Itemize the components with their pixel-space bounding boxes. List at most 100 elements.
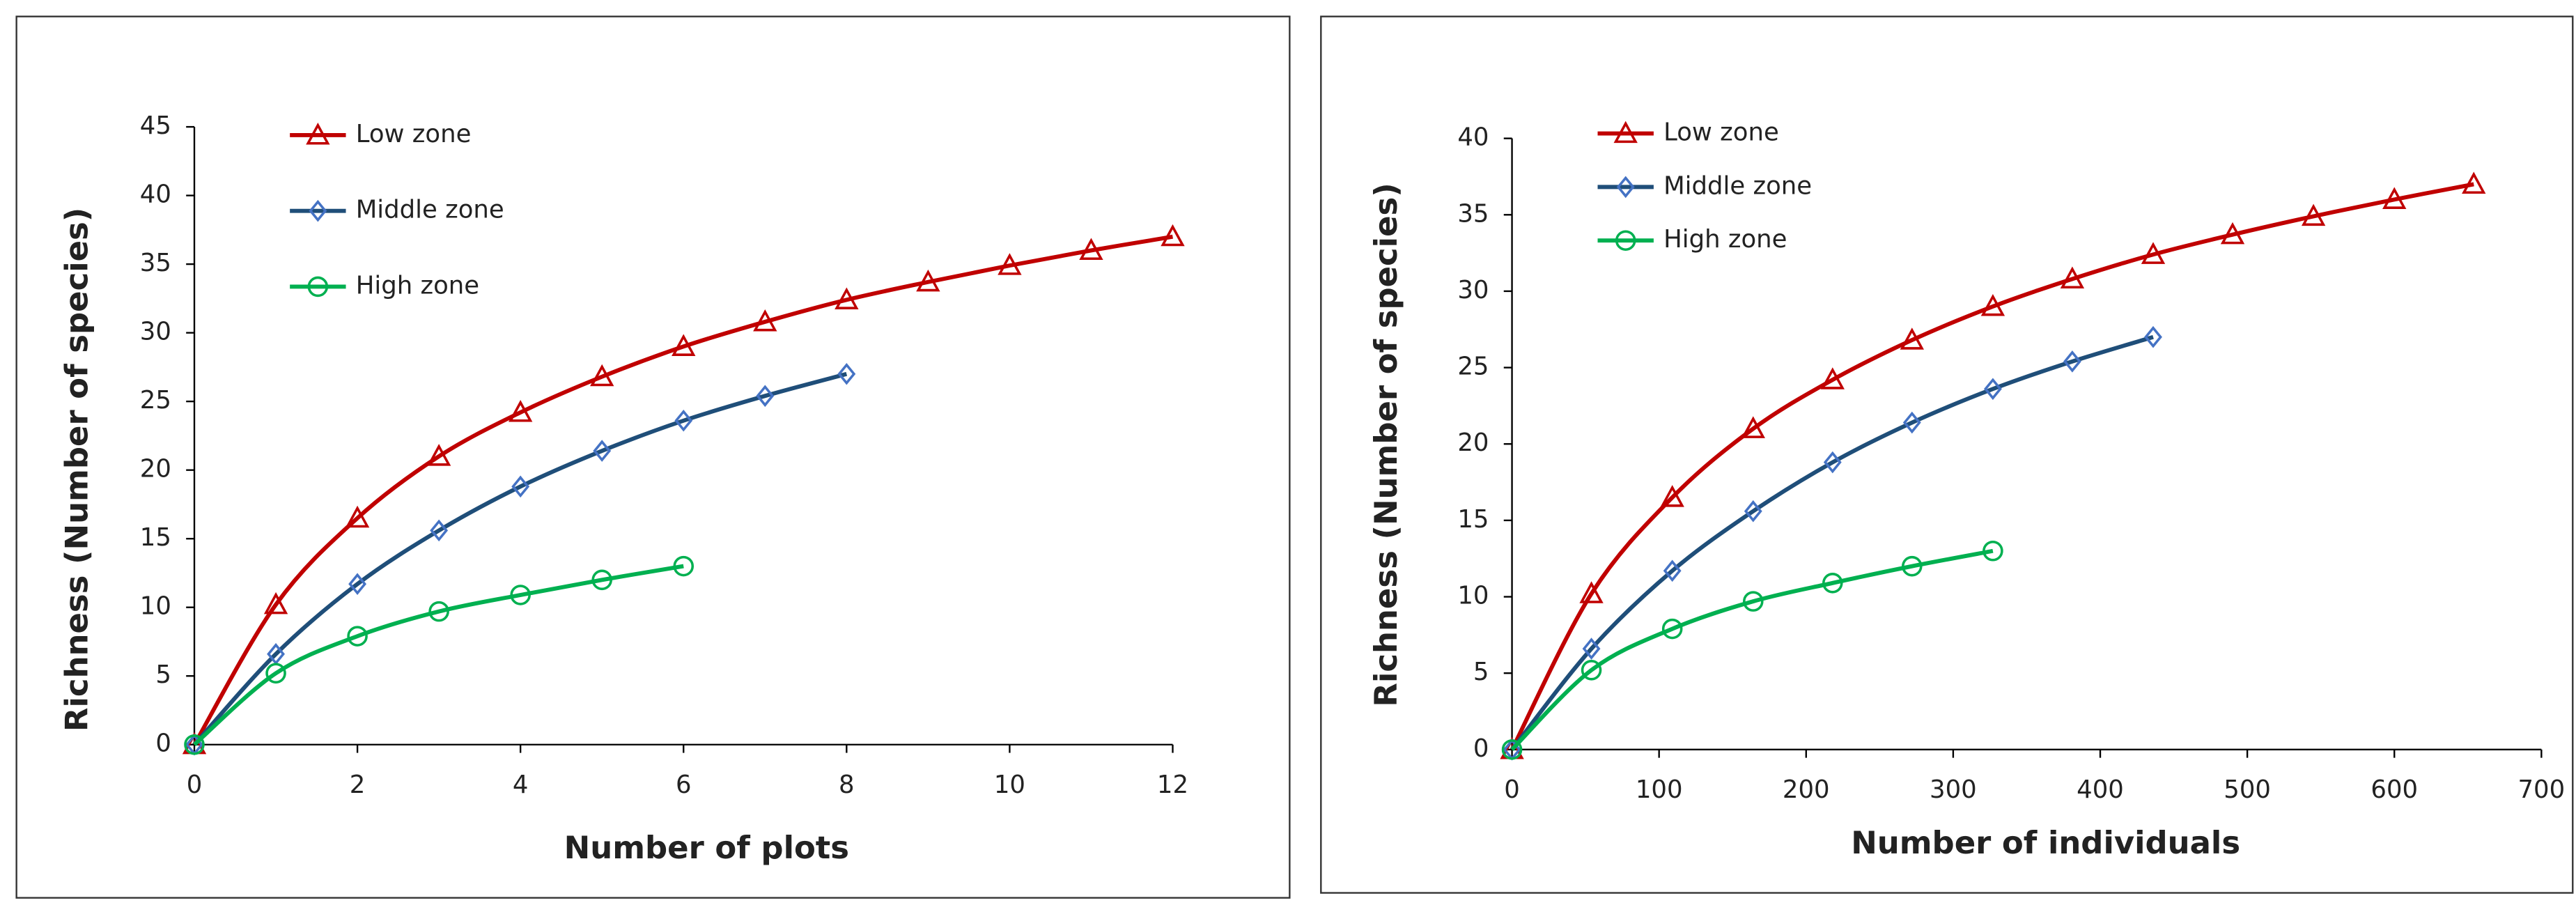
marker bbox=[1823, 451, 1842, 474]
marker bbox=[1661, 618, 1683, 640]
marker bbox=[835, 287, 859, 309]
x-tick-label: 2 bbox=[350, 771, 366, 799]
x-tick-label: 100 bbox=[1636, 775, 1683, 804]
marker bbox=[916, 269, 940, 292]
marker bbox=[837, 362, 856, 385]
marker bbox=[426, 444, 451, 466]
marker bbox=[2063, 350, 2081, 373]
series-line bbox=[192, 371, 848, 746]
marker bbox=[998, 253, 1022, 275]
marker bbox=[2144, 325, 2162, 348]
x-tick-label: 10 bbox=[994, 771, 1025, 799]
x-tick-label: 700 bbox=[2518, 775, 2566, 804]
marker bbox=[2382, 187, 2407, 209]
y-tick-label: 40 bbox=[140, 180, 171, 209]
y-tick-label: 45 bbox=[140, 111, 171, 140]
y-tick-label: 15 bbox=[1457, 505, 1489, 534]
y-tick-label: 10 bbox=[1457, 582, 1489, 610]
marker bbox=[1579, 581, 1604, 603]
marker bbox=[1501, 739, 1523, 760]
y-axis-title: Richness (Number of species) bbox=[58, 208, 95, 732]
legend-marker bbox=[306, 123, 330, 145]
marker bbox=[347, 626, 368, 647]
marker bbox=[1161, 224, 1185, 247]
series-line bbox=[1510, 334, 2154, 751]
marker bbox=[753, 309, 777, 332]
series-line bbox=[192, 234, 1173, 746]
x-axis-title: Number of plots bbox=[564, 829, 849, 866]
marker bbox=[590, 364, 614, 387]
marker bbox=[1079, 238, 1103, 261]
marker bbox=[593, 440, 612, 462]
y-tick-label: 5 bbox=[155, 660, 171, 689]
y-tick-label: 25 bbox=[1457, 353, 1489, 381]
marker bbox=[184, 734, 205, 755]
legend-marker bbox=[1613, 121, 1638, 144]
marker bbox=[2462, 171, 2486, 194]
legend-label: Low zone bbox=[356, 120, 472, 148]
marker bbox=[1983, 378, 2002, 401]
y-tick-label: 10 bbox=[140, 592, 171, 621]
x-tick-label: 0 bbox=[1504, 775, 1520, 804]
marker bbox=[1822, 573, 1843, 594]
marker bbox=[2301, 203, 2326, 226]
marker bbox=[1902, 555, 1923, 577]
marker bbox=[1743, 591, 1764, 612]
legend-label: Middle zone bbox=[1663, 171, 1812, 200]
marker bbox=[2060, 266, 2085, 288]
y-axis-title: Richness (Number of species) bbox=[1367, 183, 1404, 706]
marker bbox=[1663, 559, 1682, 582]
series-line bbox=[1510, 182, 2474, 751]
y-tick-label: 0 bbox=[1473, 734, 1489, 763]
marker bbox=[1980, 293, 2005, 316]
series-line bbox=[1510, 548, 1994, 751]
marker bbox=[1744, 500, 1762, 523]
marker bbox=[1581, 660, 1602, 681]
y-tick-label: 20 bbox=[1457, 428, 1489, 457]
marker bbox=[430, 519, 449, 542]
y-tick-label: 35 bbox=[140, 249, 171, 277]
marker bbox=[756, 385, 775, 408]
x-tick-label: 6 bbox=[676, 771, 692, 799]
marker bbox=[1900, 327, 1924, 350]
marker bbox=[263, 592, 288, 615]
chart-frame bbox=[1320, 15, 2574, 894]
marker bbox=[1582, 637, 1601, 660]
x-tick-label: 8 bbox=[839, 771, 855, 799]
x-axis-title: Number of individuals bbox=[1851, 824, 2240, 861]
legend-label: High zone bbox=[1663, 225, 1787, 254]
marker bbox=[674, 409, 693, 432]
chart-frame bbox=[15, 15, 1291, 899]
x-tick-label: 500 bbox=[2224, 775, 2271, 804]
y-tick-label: 35 bbox=[1457, 199, 1489, 228]
marker bbox=[348, 573, 367, 596]
x-tick-label: 200 bbox=[1783, 775, 1830, 804]
x-tick-label: 4 bbox=[513, 771, 529, 799]
y-tick-label: 30 bbox=[140, 318, 171, 346]
legend-label: Low zone bbox=[1663, 118, 1779, 147]
marker bbox=[345, 505, 370, 528]
x-tick-label: 0 bbox=[187, 771, 203, 799]
y-tick-label: 5 bbox=[1473, 658, 1489, 686]
x-tick-label: 12 bbox=[1157, 771, 1188, 799]
y-tick-label: 40 bbox=[1457, 123, 1489, 152]
x-tick-label: 400 bbox=[2077, 775, 2124, 804]
marker bbox=[1660, 485, 1684, 507]
legend-marker bbox=[307, 276, 329, 297]
marker bbox=[508, 400, 533, 422]
marker bbox=[2220, 222, 2245, 245]
y-tick-label: 25 bbox=[140, 386, 171, 415]
marker bbox=[1902, 411, 1921, 434]
marker bbox=[1820, 367, 1845, 389]
marker bbox=[265, 663, 286, 684]
marker bbox=[1741, 416, 1765, 438]
y-tick-label: 30 bbox=[1457, 276, 1489, 304]
legend-label: Middle zone bbox=[356, 196, 504, 224]
series-line bbox=[193, 564, 684, 746]
legend-marker bbox=[1616, 176, 1635, 199]
legend-marker bbox=[1615, 230, 1636, 252]
y-tick-label: 15 bbox=[140, 523, 171, 552]
marker bbox=[428, 601, 449, 622]
y-tick-label: 0 bbox=[155, 729, 171, 758]
